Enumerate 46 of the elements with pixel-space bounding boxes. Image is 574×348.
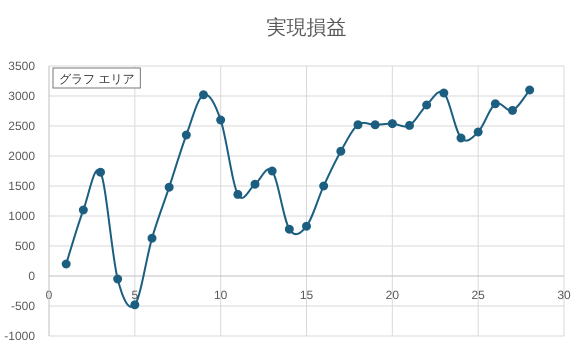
point	[490, 99, 500, 108]
point	[78, 206, 88, 214]
point	[508, 106, 517, 115]
y-tick-label: 3000	[8, 89, 36, 103]
point	[302, 222, 311, 231]
point	[456, 134, 466, 142]
point	[148, 234, 156, 243]
x-tick-label: 25	[471, 288, 486, 302]
point	[268, 166, 277, 176]
y-tick-label: -1000	[4, 329, 36, 343]
point	[233, 190, 242, 199]
point	[164, 182, 174, 192]
point	[370, 120, 380, 130]
x-tick-label: 10	[214, 288, 228, 302]
point	[439, 88, 448, 98]
x-tick-label: 20	[386, 288, 400, 302]
point	[319, 182, 328, 190]
y-tick-label: 500	[14, 239, 36, 253]
y-tick-label: 0	[28, 269, 36, 283]
y-tick-label: 1000	[8, 209, 36, 223]
point	[422, 100, 432, 110]
point	[250, 180, 260, 189]
point	[62, 260, 71, 268]
y-tick-label: 3500	[8, 59, 36, 73]
y-tick-label: 2500	[8, 119, 36, 133]
y-tick-label: 2000	[8, 149, 36, 163]
point	[284, 224, 294, 234]
x-tick-label: 15	[300, 288, 314, 302]
point	[182, 130, 191, 140]
point	[354, 120, 362, 130]
y-tick-label: 1500	[8, 179, 36, 193]
chart-title: 実現損益	[266, 16, 346, 39]
point	[216, 116, 226, 124]
annotation: グラフ エリア	[59, 72, 134, 86]
point	[388, 119, 397, 128]
y-tick-label: -500	[10, 299, 36, 313]
point	[525, 86, 534, 94]
point	[199, 90, 208, 100]
point	[336, 146, 346, 156]
point	[113, 274, 122, 284]
x-tick-label: 5	[131, 288, 138, 302]
x-tick-label: 30	[557, 288, 571, 302]
point	[96, 168, 105, 177]
point	[474, 128, 483, 136]
point	[405, 120, 414, 130]
point	[130, 300, 140, 310]
